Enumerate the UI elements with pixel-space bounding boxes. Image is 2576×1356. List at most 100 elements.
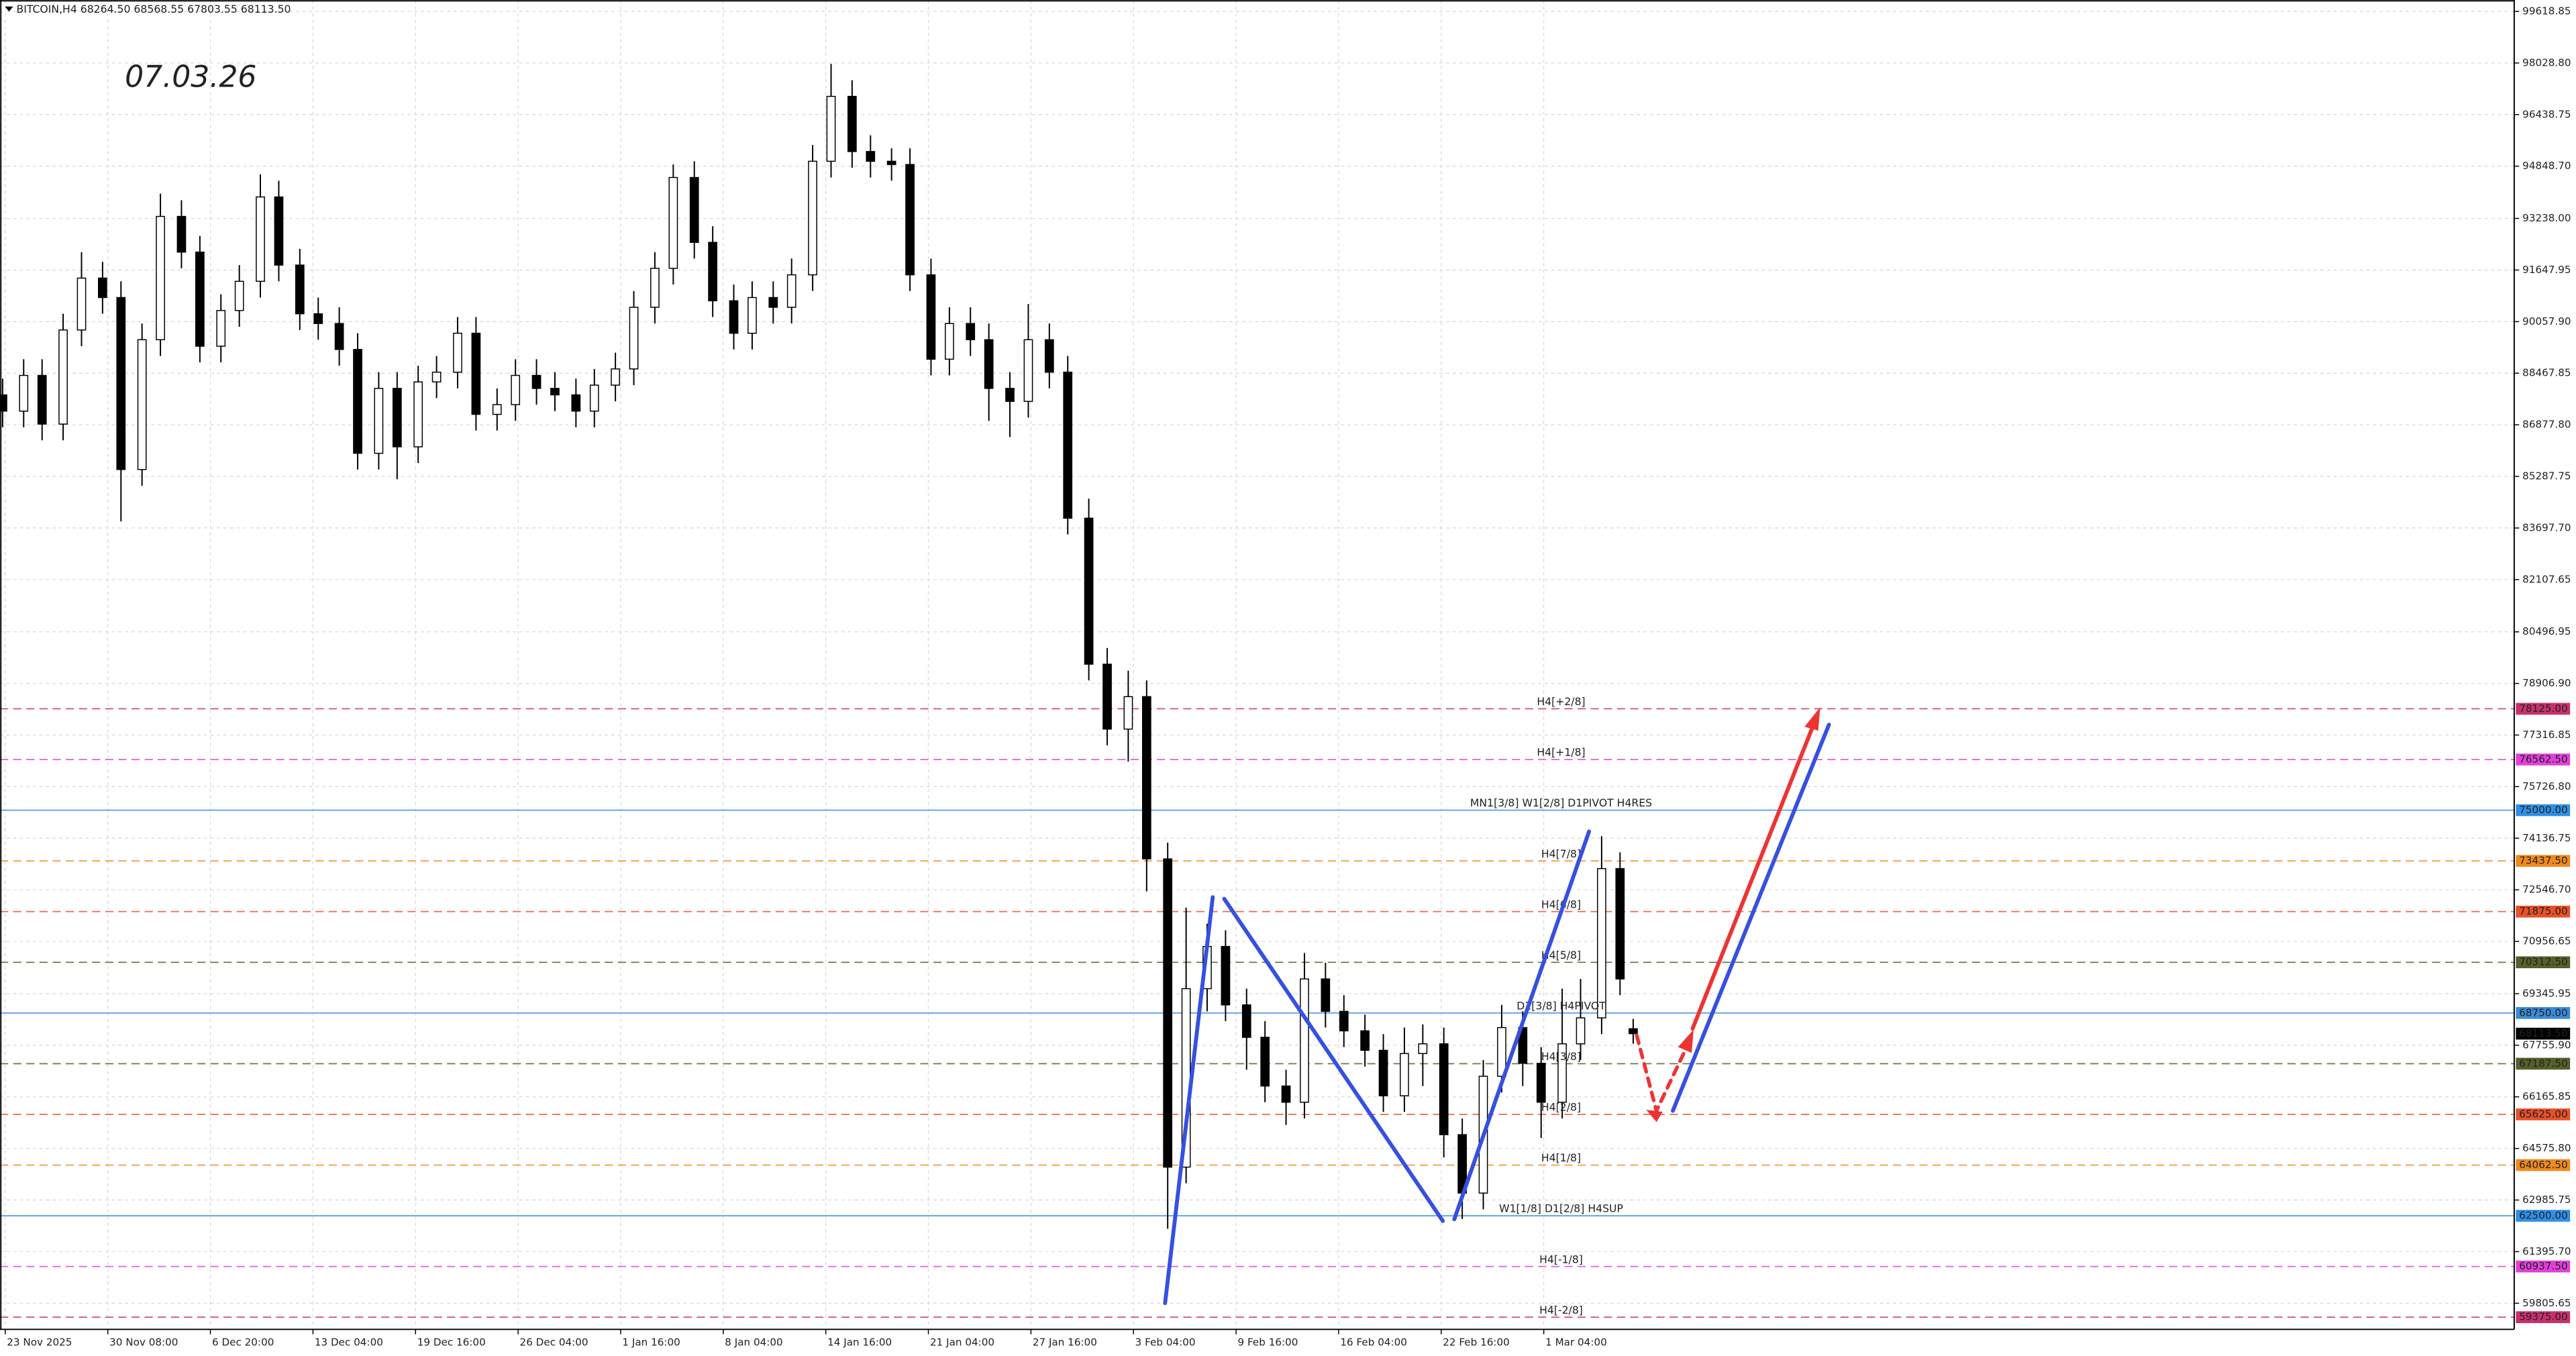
level-name: H4[6/8] xyxy=(1541,898,1581,910)
candle-body xyxy=(866,151,876,162)
x-tick-label: 23 Nov 2025 xyxy=(7,1336,72,1348)
candle-body xyxy=(1005,388,1015,402)
candle-body xyxy=(729,300,739,334)
candle-body xyxy=(1281,1085,1291,1103)
candle-body xyxy=(1418,1043,1428,1054)
price-tag xyxy=(2516,1311,2571,1323)
price-tag-label: 68750.00 xyxy=(2519,1006,2567,1019)
candle-body xyxy=(650,268,660,308)
level-name: W1[1/8] D1[2/8] H4SUP xyxy=(1499,1202,1623,1215)
y-tick-label: 62985.75 xyxy=(2522,1194,2571,1206)
candle-body xyxy=(116,297,126,470)
y-tick-label: 82107.65 xyxy=(2522,573,2571,585)
axes xyxy=(0,0,2520,1335)
y-tick-label: 64575.80 xyxy=(2522,1142,2571,1154)
candle-body xyxy=(195,252,205,347)
price-tag xyxy=(2516,702,2571,715)
candle-body xyxy=(392,388,402,448)
candle-body xyxy=(689,176,699,243)
candle-body xyxy=(58,329,68,425)
last-price-label: 68113.50 xyxy=(2519,1027,2567,1039)
y-tick-label: 75726.80 xyxy=(2522,780,2571,792)
y-tick-label: 67755.90 xyxy=(2522,1039,2571,1051)
price-tag-label: 65625.00 xyxy=(2519,1108,2567,1120)
candle-body xyxy=(176,215,187,253)
price-tag-label: 67187.50 xyxy=(2519,1057,2567,1070)
level-name: H4[1/8] xyxy=(1541,1151,1581,1164)
price-tag xyxy=(2516,1260,2571,1273)
candle-body xyxy=(926,274,936,360)
level-name: H4[2/8] xyxy=(1541,1101,1581,1114)
price-tag-label: 59375.00 xyxy=(2519,1311,2567,1323)
x-tick-label: 3 Feb 04:00 xyxy=(1135,1336,1196,1348)
x-tick-label: 8 Jan 04:00 xyxy=(725,1336,782,1348)
y-tick-label: 96438.75 xyxy=(2522,108,2571,120)
candle-body xyxy=(234,280,244,311)
candle-body xyxy=(1615,868,1625,980)
trend-line xyxy=(1671,723,1831,1113)
candle-body xyxy=(137,339,147,470)
candle-body xyxy=(847,95,857,152)
candle-body xyxy=(1597,868,1606,1019)
candle-body xyxy=(1360,1030,1370,1051)
candle-body xyxy=(1497,1027,1506,1077)
candle-body xyxy=(708,242,718,302)
arrow-head xyxy=(1646,1109,1663,1123)
trend-line xyxy=(1222,896,1445,1223)
x-tick-label: 1 Mar 04:00 xyxy=(1545,1336,1607,1348)
candle-body xyxy=(492,404,502,415)
candle-body xyxy=(1300,978,1309,1103)
x-tick-label: 22 Feb 16:00 xyxy=(1443,1336,1510,1348)
candle-body xyxy=(571,394,581,412)
trend-line xyxy=(1452,829,1592,1222)
drawings xyxy=(1163,707,1831,1306)
x-tick-label: 1 Jan 16:00 xyxy=(622,1336,680,1348)
candle-body xyxy=(1400,1053,1409,1096)
candle-body xyxy=(611,368,620,386)
x-tick-label: 30 Nov 08:00 xyxy=(109,1336,178,1348)
y-tick-label: 94848.70 xyxy=(2522,160,2571,172)
candle-body xyxy=(256,196,265,282)
candle-body xyxy=(1439,1043,1449,1135)
price-tag xyxy=(2516,1006,2571,1019)
x-tick-label: 19 Dec 16:00 xyxy=(417,1336,486,1348)
candle-body xyxy=(1536,1063,1546,1103)
candle-body xyxy=(945,323,954,360)
candle-body xyxy=(1557,1043,1567,1103)
candle-body xyxy=(1044,339,1054,373)
candle-body xyxy=(1102,664,1112,730)
y-tick-label: 70956.65 xyxy=(2522,935,2571,947)
candle-body xyxy=(550,388,560,396)
y-tick-label: 85287.75 xyxy=(2522,470,2571,482)
x-tick-label: 21 Jan 04:00 xyxy=(930,1336,994,1348)
price-tag xyxy=(2516,905,2571,918)
chart-header: BITCOIN,H4 68264.50 68568.55 67803.55 68… xyxy=(16,3,291,15)
price-tag xyxy=(2516,1159,2571,1171)
candle-body xyxy=(1321,978,1331,1012)
y-tick-label: 77316.85 xyxy=(2522,729,2571,741)
candle-body xyxy=(1260,1037,1270,1087)
level-name: H4[-2/8] xyxy=(1539,1304,1583,1316)
candle-body xyxy=(1063,371,1073,519)
level-name: H4[+1/8] xyxy=(1537,746,1585,759)
candle-body xyxy=(531,374,542,389)
x-tick-label: 26 Dec 04:00 xyxy=(520,1336,588,1348)
candle-body xyxy=(413,381,423,448)
price-tag-label: 78125.00 xyxy=(2519,702,2567,715)
candle-body xyxy=(1378,1049,1388,1096)
price-tag xyxy=(2516,956,2571,969)
candle-body xyxy=(313,313,323,324)
arrow-head xyxy=(1678,1029,1694,1053)
candle-body xyxy=(19,374,29,412)
candle-body xyxy=(374,388,384,454)
candle-body xyxy=(768,297,778,308)
candle-body xyxy=(453,332,462,373)
candle-body xyxy=(1241,1004,1251,1038)
candle-body xyxy=(76,277,87,331)
price-tag-label: 73437.50 xyxy=(2519,855,2567,867)
price-tag-label: 75000.00 xyxy=(2519,804,2567,816)
x-tick-label: 13 Dec 04:00 xyxy=(315,1336,383,1348)
candle-body xyxy=(966,323,976,341)
